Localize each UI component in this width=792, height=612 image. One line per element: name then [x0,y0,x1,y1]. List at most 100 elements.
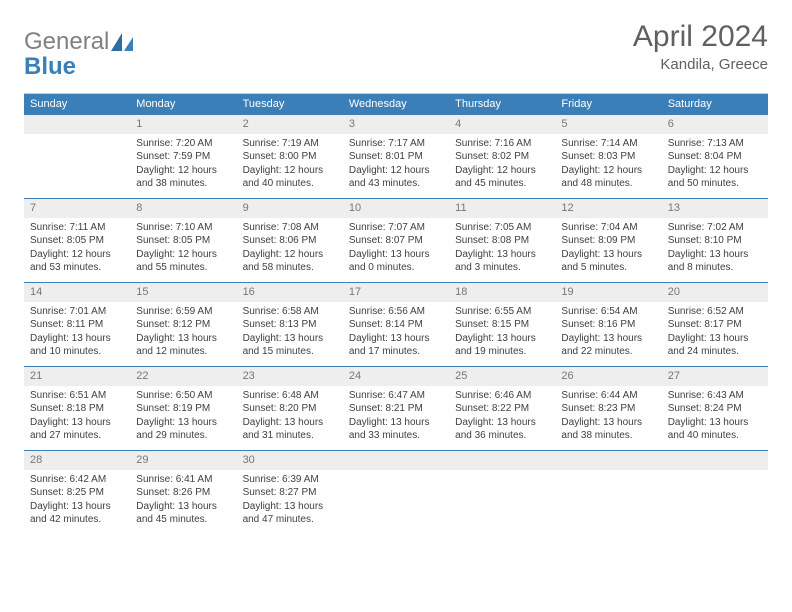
day-number: 22 [130,367,236,386]
cell-body: Sunrise: 7:16 AMSunset: 8:02 PMDaylight:… [449,134,555,197]
calendar-cell: 30Sunrise: 6:39 AMSunset: 8:27 PMDayligh… [237,450,343,534]
brand-logo: General [24,28,135,56]
cell-line: Sunrise: 6:52 AM [668,305,762,319]
cell-body: Sunrise: 7:02 AMSunset: 8:10 PMDaylight:… [662,218,768,281]
cell-line: Daylight: 13 hours and 15 minutes. [243,332,337,359]
cell-body: Sunrise: 6:54 AMSunset: 8:16 PMDaylight:… [555,302,661,365]
cell-line: Sunset: 8:14 PM [349,318,443,332]
day-header: Monday [130,94,236,114]
calendar-cell: 1Sunrise: 7:20 AMSunset: 7:59 PMDaylight… [130,114,236,198]
brand-word2: Blue [24,53,768,81]
cell-line: Daylight: 13 hours and 22 minutes. [561,332,655,359]
cell-line: Sunrise: 6:47 AM [349,389,443,403]
cell-body: Sunrise: 7:05 AMSunset: 8:08 PMDaylight:… [449,218,555,281]
cell-line: Sunset: 8:16 PM [561,318,655,332]
day-number: 29 [130,451,236,470]
calendar-cell: 8Sunrise: 7:10 AMSunset: 8:05 PMDaylight… [130,198,236,282]
day-number: 4 [449,115,555,134]
cell-line: Daylight: 13 hours and 33 minutes. [349,416,443,443]
day-header: Friday [555,94,661,114]
cell-line: Sunset: 8:26 PM [136,486,230,500]
day-number: 28 [24,451,130,470]
day-number: 7 [24,199,130,218]
cell-line: Sunset: 8:02 PM [455,150,549,164]
day-number: 17 [343,283,449,302]
cell-line: Daylight: 13 hours and 24 minutes. [668,332,762,359]
cell-line: Sunset: 8:21 PM [349,402,443,416]
calendar-cell: 7Sunrise: 7:11 AMSunset: 8:05 PMDaylight… [24,198,130,282]
cell-line: Sunrise: 6:54 AM [561,305,655,319]
day-number: 16 [237,283,343,302]
cell-body [449,470,555,479]
cell-body [662,470,768,479]
cell-line: Daylight: 13 hours and 27 minutes. [30,416,124,443]
cell-line: Sunrise: 7:14 AM [561,137,655,151]
cell-line: Sunset: 8:10 PM [668,234,762,248]
calendar-cell: 24Sunrise: 6:47 AMSunset: 8:21 PMDayligh… [343,366,449,450]
cell-line: Sunset: 7:59 PM [136,150,230,164]
day-number: 15 [130,283,236,302]
cell-line: Sunset: 8:13 PM [243,318,337,332]
calendar-cell: 17Sunrise: 6:56 AMSunset: 8:14 PMDayligh… [343,282,449,366]
cell-line: Sunrise: 7:16 AM [455,137,549,151]
page-title: April 2024 [633,20,768,54]
cell-body: Sunrise: 6:41 AMSunset: 8:26 PMDaylight:… [130,470,236,533]
cell-line: Daylight: 13 hours and 38 minutes. [561,416,655,443]
day-number: 26 [555,367,661,386]
cell-line: Sunrise: 7:04 AM [561,221,655,235]
cell-line: Sunset: 8:11 PM [30,318,124,332]
day-number: 3 [343,115,449,134]
day-number: 23 [237,367,343,386]
cell-line: Sunrise: 6:39 AM [243,473,337,487]
cell-body: Sunrise: 7:08 AMSunset: 8:06 PMDaylight:… [237,218,343,281]
cell-line: Sunrise: 6:50 AM [136,389,230,403]
cell-line: Daylight: 12 hours and 58 minutes. [243,248,337,275]
cell-line: Sunset: 8:00 PM [243,150,337,164]
day-number [343,451,449,470]
calendar-cell [24,114,130,198]
cell-line: Sunrise: 6:56 AM [349,305,443,319]
cell-line: Sunset: 8:05 PM [30,234,124,248]
day-number: 27 [662,367,768,386]
cell-body: Sunrise: 6:46 AMSunset: 8:22 PMDaylight:… [449,386,555,449]
cell-line: Daylight: 12 hours and 40 minutes. [243,164,337,191]
calendar-cell: 19Sunrise: 6:54 AMSunset: 8:16 PMDayligh… [555,282,661,366]
calendar-cell: 4Sunrise: 7:16 AMSunset: 8:02 PMDaylight… [449,114,555,198]
day-number: 9 [237,199,343,218]
cell-line: Sunrise: 6:44 AM [561,389,655,403]
day-number: 18 [449,283,555,302]
cell-body: Sunrise: 6:47 AMSunset: 8:21 PMDaylight:… [343,386,449,449]
cell-line: Daylight: 13 hours and 45 minutes. [136,500,230,527]
cell-line: Sunrise: 7:02 AM [668,221,762,235]
cell-line: Daylight: 12 hours and 50 minutes. [668,164,762,191]
calendar-cell [555,450,661,534]
cell-body: Sunrise: 6:44 AMSunset: 8:23 PMDaylight:… [555,386,661,449]
day-number: 11 [449,199,555,218]
day-number: 19 [555,283,661,302]
cell-line: Sunset: 8:19 PM [136,402,230,416]
day-number: 5 [555,115,661,134]
cell-line: Daylight: 13 hours and 10 minutes. [30,332,124,359]
cell-line: Daylight: 13 hours and 17 minutes. [349,332,443,359]
cell-line: Sunrise: 6:43 AM [668,389,762,403]
cell-body: Sunrise: 6:52 AMSunset: 8:17 PMDaylight:… [662,302,768,365]
cell-line: Sunrise: 7:19 AM [243,137,337,151]
cell-body: Sunrise: 6:51 AMSunset: 8:18 PMDaylight:… [24,386,130,449]
day-number: 6 [662,115,768,134]
cell-body: Sunrise: 7:13 AMSunset: 8:04 PMDaylight:… [662,134,768,197]
cell-line: Daylight: 12 hours and 38 minutes. [136,164,230,191]
cell-line: Daylight: 13 hours and 29 minutes. [136,416,230,443]
calendar-cell: 6Sunrise: 7:13 AMSunset: 8:04 PMDaylight… [662,114,768,198]
cell-line: Sunrise: 6:51 AM [30,389,124,403]
calendar-grid: SundayMondayTuesdayWednesdayThursdayFrid… [24,93,768,534]
day-number [555,451,661,470]
calendar-cell [449,450,555,534]
cell-line: Sunrise: 6:58 AM [243,305,337,319]
cell-body: Sunrise: 6:56 AMSunset: 8:14 PMDaylight:… [343,302,449,365]
calendar-cell: 15Sunrise: 6:59 AMSunset: 8:12 PMDayligh… [130,282,236,366]
calendar-cell: 11Sunrise: 7:05 AMSunset: 8:08 PMDayligh… [449,198,555,282]
day-number: 8 [130,199,236,218]
cell-line: Sunset: 8:22 PM [455,402,549,416]
day-number: 12 [555,199,661,218]
day-header: Tuesday [237,94,343,114]
